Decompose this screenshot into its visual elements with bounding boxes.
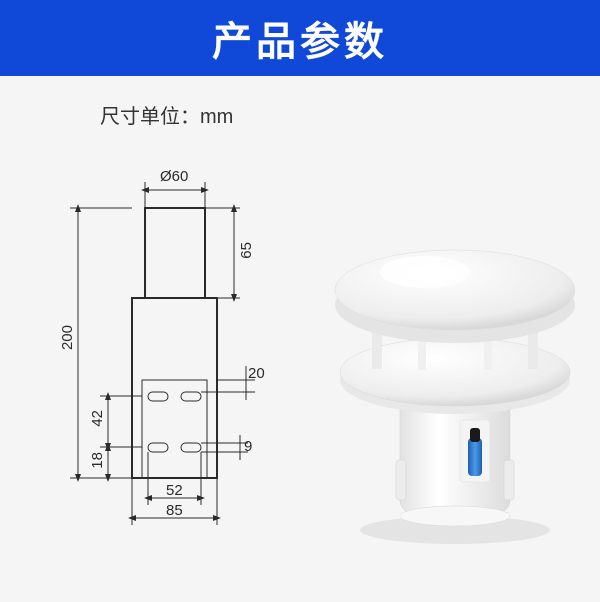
dim-base-width: 85 — [166, 502, 183, 519]
engineering-diagram: Ø60 65 200 20 42 18 9 52 85 — [30, 170, 310, 570]
dim-top-height: 65 — [238, 242, 255, 259]
dim-slot-offset: 20 — [248, 365, 265, 382]
dim-diameter: Ø60 — [160, 168, 188, 185]
dim-total-height: 200 — [59, 325, 76, 350]
unit-label: 尺寸单位：mm — [100, 100, 233, 129]
render-svg — [310, 160, 590, 560]
content-area: Ø60 65 200 20 42 18 9 52 85 — [0, 150, 600, 600]
dim-slot-height: 9 — [244, 438, 252, 455]
header-band: 产品参数 — [0, 0, 600, 76]
dim-bottom-gap: 18 — [89, 452, 106, 469]
dim-mid-gap: 42 — [89, 410, 106, 427]
page-title: 产品参数 — [212, 9, 388, 67]
dim-slot-span: 52 — [166, 482, 183, 499]
product-render — [310, 160, 590, 560]
